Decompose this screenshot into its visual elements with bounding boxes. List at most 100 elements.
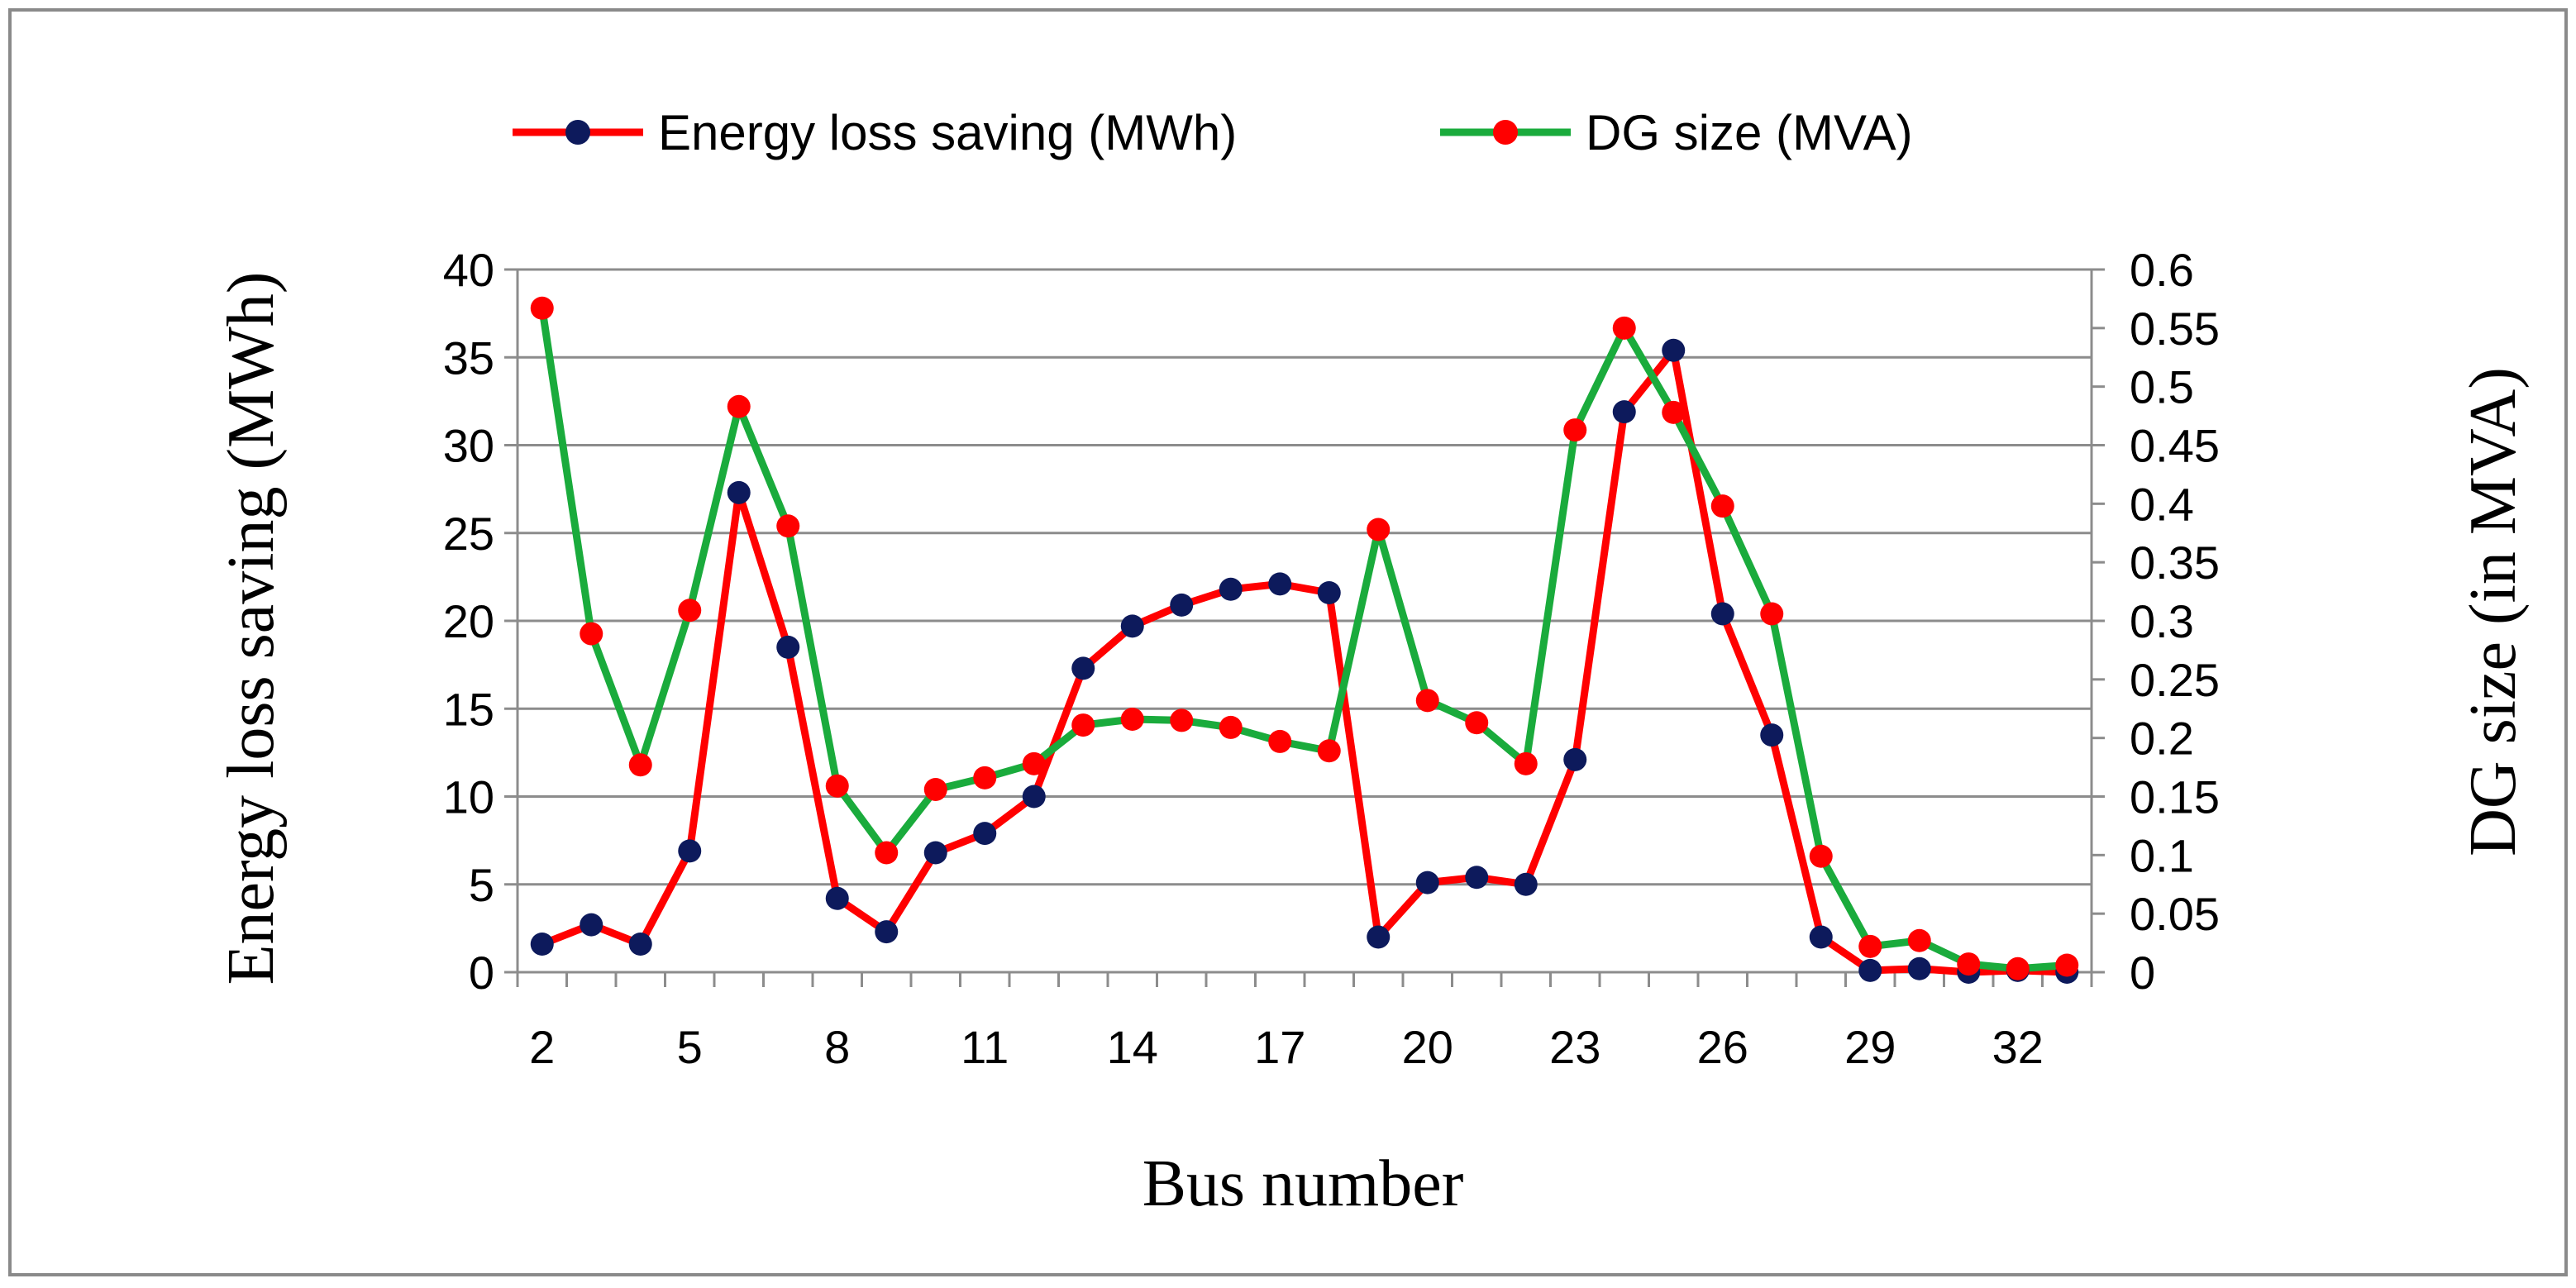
- energy-loss-saving-point: [1710, 602, 1734, 626]
- series-markers: [530, 296, 2079, 984]
- x-tick-label: 14: [1107, 1021, 1158, 1073]
- energy-loss-saving-point: [678, 839, 702, 863]
- dg-size-point: [825, 774, 849, 798]
- x-tick-label: 5: [677, 1021, 703, 1073]
- y2-tick-label: 0.4: [2130, 478, 2194, 530]
- legend: Energy loss saving (MWh) DG size (MVA): [513, 105, 1913, 160]
- energy-loss-saving-point: [1907, 956, 1931, 980]
- x-tick-label: 8: [824, 1021, 850, 1073]
- legend-swatch-energy-marker: [565, 120, 590, 145]
- x-tick-label: 29: [1844, 1021, 1896, 1073]
- dg-size-point: [1317, 739, 1341, 763]
- dg-size-point: [1809, 844, 1833, 868]
- energy-loss-saving-point: [1858, 958, 1882, 982]
- y-tick-label: 0: [469, 947, 494, 999]
- dg-size-point: [1268, 729, 1292, 753]
- y2-tick-label: 0: [2130, 947, 2155, 999]
- dg-size-point: [776, 514, 800, 538]
- energy-loss-saving-point: [580, 913, 603, 937]
- energy-loss-saving-point: [727, 480, 751, 504]
- y2-tick-label: 0.25: [2130, 654, 2220, 706]
- y2-tick-label: 0.3: [2130, 595, 2194, 647]
- y-tick-label: 35: [443, 332, 494, 384]
- y-axis-title-left: Energy loss saving (MWh): [215, 272, 288, 985]
- y2-tick-label: 0.45: [2130, 420, 2220, 472]
- x-tick-label: 23: [1549, 1021, 1600, 1073]
- dg-size-point: [1662, 400, 1686, 424]
- dg-size-point: [1760, 602, 1784, 626]
- dg-size-point: [1170, 708, 1194, 732]
- energy-loss-saving-point: [1219, 577, 1243, 601]
- y-tick-label: 40: [443, 244, 494, 296]
- y2-tick-label: 0.05: [2130, 888, 2220, 940]
- x-tick-label: 26: [1697, 1021, 1748, 1073]
- dg-size-point: [2055, 953, 2079, 977]
- dg-size-point: [1120, 708, 1144, 731]
- y2-tick-label: 0.55: [2130, 303, 2220, 355]
- y-tick-label: 15: [443, 683, 494, 735]
- energy-loss-saving-point: [825, 886, 849, 910]
- y-tick-label: 30: [443, 420, 494, 472]
- energy-loss-saving-point: [1170, 593, 1194, 617]
- x-tick-label: 20: [1402, 1021, 1453, 1073]
- dg-size-point: [1858, 934, 1882, 958]
- x-tick-label: 11: [961, 1021, 1009, 1073]
- energy-loss-saving-line: [538, 346, 2071, 976]
- energy-loss-saving-point: [1612, 400, 1636, 424]
- y-tick-label: 20: [443, 595, 494, 647]
- energy-loss-saving-point: [628, 933, 652, 956]
- dg-size-point: [1710, 494, 1734, 518]
- energy-loss-saving-point: [1563, 747, 1587, 771]
- dg-size-point: [1022, 751, 1046, 775]
- energy-loss-saving-point: [530, 933, 554, 956]
- energy-loss-saving-point: [1760, 723, 1784, 747]
- left-axis-tick-labels: 0 5 10 15 20 25 30 35 40: [443, 244, 494, 999]
- energy-loss-saving-point: [1367, 925, 1391, 949]
- energy-loss-saving-point: [1071, 656, 1095, 680]
- dg-size-point: [1071, 713, 1095, 737]
- y-tick-label: 5: [469, 859, 494, 911]
- legend-swatch-dg-marker: [1493, 120, 1518, 145]
- energy-loss-saving-point: [1465, 866, 1489, 890]
- energy-loss-saving-point: [1809, 925, 1833, 949]
- energy-loss-saving-point: [1268, 572, 1292, 596]
- dg-size-point: [1219, 715, 1243, 739]
- dg-size-line: [538, 304, 2071, 973]
- dg-size-point: [1907, 928, 1931, 952]
- dg-size-point: [1957, 952, 1981, 976]
- chart-border: [8, 8, 2568, 1276]
- x-axis-title: Bus number: [1143, 1147, 1464, 1220]
- dg-size-point: [628, 753, 652, 777]
- dg-size-point: [1465, 711, 1489, 735]
- y2-tick-label: 0.5: [2130, 361, 2194, 413]
- series-lines: [538, 304, 2071, 976]
- dg-size-point: [875, 841, 899, 865]
- dg-size-point: [530, 296, 554, 320]
- dg-size-point: [678, 599, 702, 623]
- dg-size-point: [1514, 751, 1538, 775]
- axes: [504, 268, 2105, 987]
- y-axis-title-right: DG size (in MVA): [2457, 367, 2530, 856]
- right-axis-tick-labels: 0 0.05 0.1 0.15 0.2 0.25 0.3 0.35 0.4 0.45 0.5 0.55…: [2130, 244, 2220, 999]
- x-tick-label: 32: [1992, 1021, 2044, 1073]
- dg-size-point: [1563, 418, 1587, 442]
- energy-loss-saving-point: [1120, 614, 1144, 638]
- dg-size-point: [1415, 689, 1439, 713]
- energy-loss-saving-point: [776, 635, 800, 659]
- energy-loss-saving-point: [875, 920, 899, 944]
- energy-loss-saving-point: [923, 841, 947, 865]
- y-tick-label: 10: [443, 771, 494, 823]
- dg-size-point: [727, 394, 751, 418]
- energy-loss-saving-point: [1415, 871, 1439, 894]
- energy-loss-saving-point: [1662, 338, 1686, 362]
- y2-tick-label: 0.6: [2130, 244, 2194, 296]
- dg-size-point: [1612, 316, 1636, 340]
- legend-label-energy: Energy loss saving (MWh): [658, 105, 1237, 160]
- energy-loss-saving-point: [1022, 785, 1046, 809]
- dg-size-point: [973, 766, 997, 789]
- energy-loss-saving-point: [973, 822, 997, 846]
- dg-size-point: [1367, 518, 1391, 541]
- y2-tick-label: 0.15: [2130, 771, 2220, 823]
- y2-tick-label: 0.35: [2130, 537, 2220, 589]
